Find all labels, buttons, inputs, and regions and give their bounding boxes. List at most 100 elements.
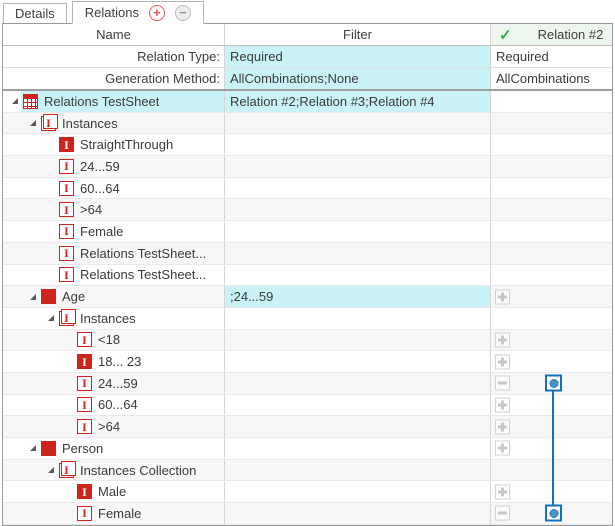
instance-icon: I (59, 202, 74, 218)
tab-details[interactable]: Details (3, 3, 67, 24)
filter-cell[interactable] (225, 264, 491, 286)
filter-cell[interactable] (225, 394, 491, 416)
remove-link-button[interactable] (495, 505, 510, 521)
tree-item-content: I 24...59 (75, 373, 224, 394)
tab-relations[interactable]: Relations + − (71, 1, 204, 24)
relation-connector-line (552, 480, 554, 504)
relation-cell (491, 156, 612, 177)
filter-cell[interactable] (225, 134, 491, 156)
add-link-button[interactable] (495, 354, 510, 370)
add-link-button[interactable] (495, 484, 510, 500)
expander-icon[interactable] (27, 445, 39, 451)
tree-row: I 60...64 (3, 177, 612, 200)
instance-collection-icon: I (59, 308, 76, 326)
add-relation-icon[interactable]: + (148, 4, 165, 21)
tree-name-cell[interactable]: I Instances (3, 307, 225, 329)
tree-item-label: <18 (98, 332, 121, 348)
filter-cell[interactable] (225, 372, 491, 394)
tree-name-cell[interactable]: I Female (3, 221, 225, 242)
add-link-button[interactable] (495, 440, 510, 456)
add-link-button[interactable] (495, 419, 510, 435)
tree-name-cell[interactable]: I >64 (3, 199, 225, 221)
tree-name-cell[interactable]: I Relations TestSheet... (3, 242, 225, 264)
add-link-button[interactable] (495, 332, 510, 348)
filter-cell[interactable] (225, 481, 491, 503)
remove-relation-icon[interactable]: − (174, 4, 191, 21)
column-header-filter[interactable]: Filter (225, 24, 491, 45)
generation-method-filter-cell[interactable]: AllCombinations;None (225, 68, 491, 89)
tree-name-cell[interactable]: I >64 (3, 416, 225, 437)
relation-cell (491, 330, 612, 351)
tree-name-cell[interactable]: I Male (3, 481, 225, 503)
tree-name-cell[interactable]: I 24...59 (3, 372, 225, 394)
relation-cell (491, 415, 612, 438)
tree-name-cell[interactable]: I Relations TestSheet... (3, 264, 225, 286)
expander-icon[interactable] (45, 315, 57, 321)
relation-connector-line (552, 415, 554, 438)
tree-row: I Instances (3, 307, 612, 330)
filter-cell[interactable] (225, 199, 491, 221)
tree-row: Person (3, 437, 612, 460)
valid-check-icon: ✓ (499, 26, 512, 44)
tree-name-cell[interactable]: I 60...64 (3, 394, 225, 416)
filter-cell[interactable] (225, 438, 491, 459)
instance-selected-icon: I (77, 484, 92, 500)
instance-icon: I (77, 332, 92, 348)
column-header-relation[interactable]: ✓ Relation #2 (491, 24, 612, 45)
tree-row: I Female (3, 502, 612, 525)
filter-cell[interactable] (225, 156, 491, 177)
expander-icon[interactable] (27, 294, 39, 300)
tree-name-cell[interactable]: I StraightThrough (3, 134, 225, 156)
filter-cell[interactable] (225, 221, 491, 242)
filter-cell[interactable] (225, 177, 491, 199)
filter-cell[interactable] (225, 459, 491, 481)
tree-name-cell[interactable]: I 18... 23 (3, 351, 225, 372)
relations-grid: Name Filter ✓ Relation #2 Relation Type:… (2, 23, 613, 526)
expander-icon[interactable] (27, 120, 39, 126)
relation-type-row: Relation Type: Required Required (3, 46, 612, 68)
generation-method-value-cell[interactable]: AllCombinations (496, 71, 590, 86)
relation-cell (491, 134, 612, 155)
filter-cell[interactable] (225, 416, 491, 437)
tree-name-cell[interactable]: I <18 (3, 329, 225, 351)
tree-item-content: I Male (75, 481, 224, 502)
tree-name-cell[interactable]: Person (3, 438, 225, 459)
relation-connector-line (552, 393, 554, 417)
relation-cell (491, 199, 612, 220)
tree-name-cell[interactable]: I Instances Collection (3, 459, 225, 481)
relation-type-value-cell[interactable]: Required (496, 49, 549, 64)
expander-icon[interactable] (45, 467, 57, 473)
instance-icon: I (59, 267, 74, 283)
tree-name-cell[interactable]: I Instances (3, 112, 225, 134)
tree-item-content: I Relations TestSheet... (57, 265, 224, 286)
filter-cell[interactable]: ;24...59 (225, 286, 491, 307)
relation-cell (491, 373, 612, 395)
filter-cell[interactable] (225, 351, 491, 372)
tree-name-cell[interactable]: Age (3, 286, 225, 307)
relation-connector-line (552, 437, 554, 460)
filter-cell[interactable] (225, 242, 491, 264)
expander-icon[interactable] (9, 98, 21, 104)
relation-endpoint-dot[interactable] (545, 504, 562, 522)
tree-item-label: >64 (98, 419, 121, 435)
relation-endpoint-dot[interactable] (545, 374, 562, 392)
relation-type-filter-cell[interactable]: Required (225, 46, 491, 67)
remove-link-button[interactable] (495, 375, 510, 391)
filter-cell[interactable] (225, 112, 491, 134)
tree-item-label: 24...59 (80, 158, 120, 174)
filter-cell[interactable] (225, 329, 491, 351)
tree-name-cell[interactable]: Relations TestSheet (3, 91, 225, 112)
tree-item-label: Relations TestSheet... (80, 267, 207, 283)
filter-cell[interactable]: Relation #2;Relation #3;Relation #4 (225, 91, 491, 112)
add-link-button[interactable] (495, 397, 510, 413)
filter-cell[interactable] (225, 503, 491, 524)
tree-name-cell[interactable]: I 60...64 (3, 177, 225, 199)
relation-cell (491, 243, 612, 264)
filter-cell[interactable] (225, 307, 491, 329)
add-link-button[interactable] (495, 289, 510, 305)
tree-name-cell[interactable]: I 24...59 (3, 156, 225, 177)
instance-icon: I (77, 419, 92, 435)
column-header-name[interactable]: Name (3, 24, 225, 45)
tree-name-cell[interactable]: I Female (3, 503, 225, 524)
parameter-icon (41, 289, 56, 305)
